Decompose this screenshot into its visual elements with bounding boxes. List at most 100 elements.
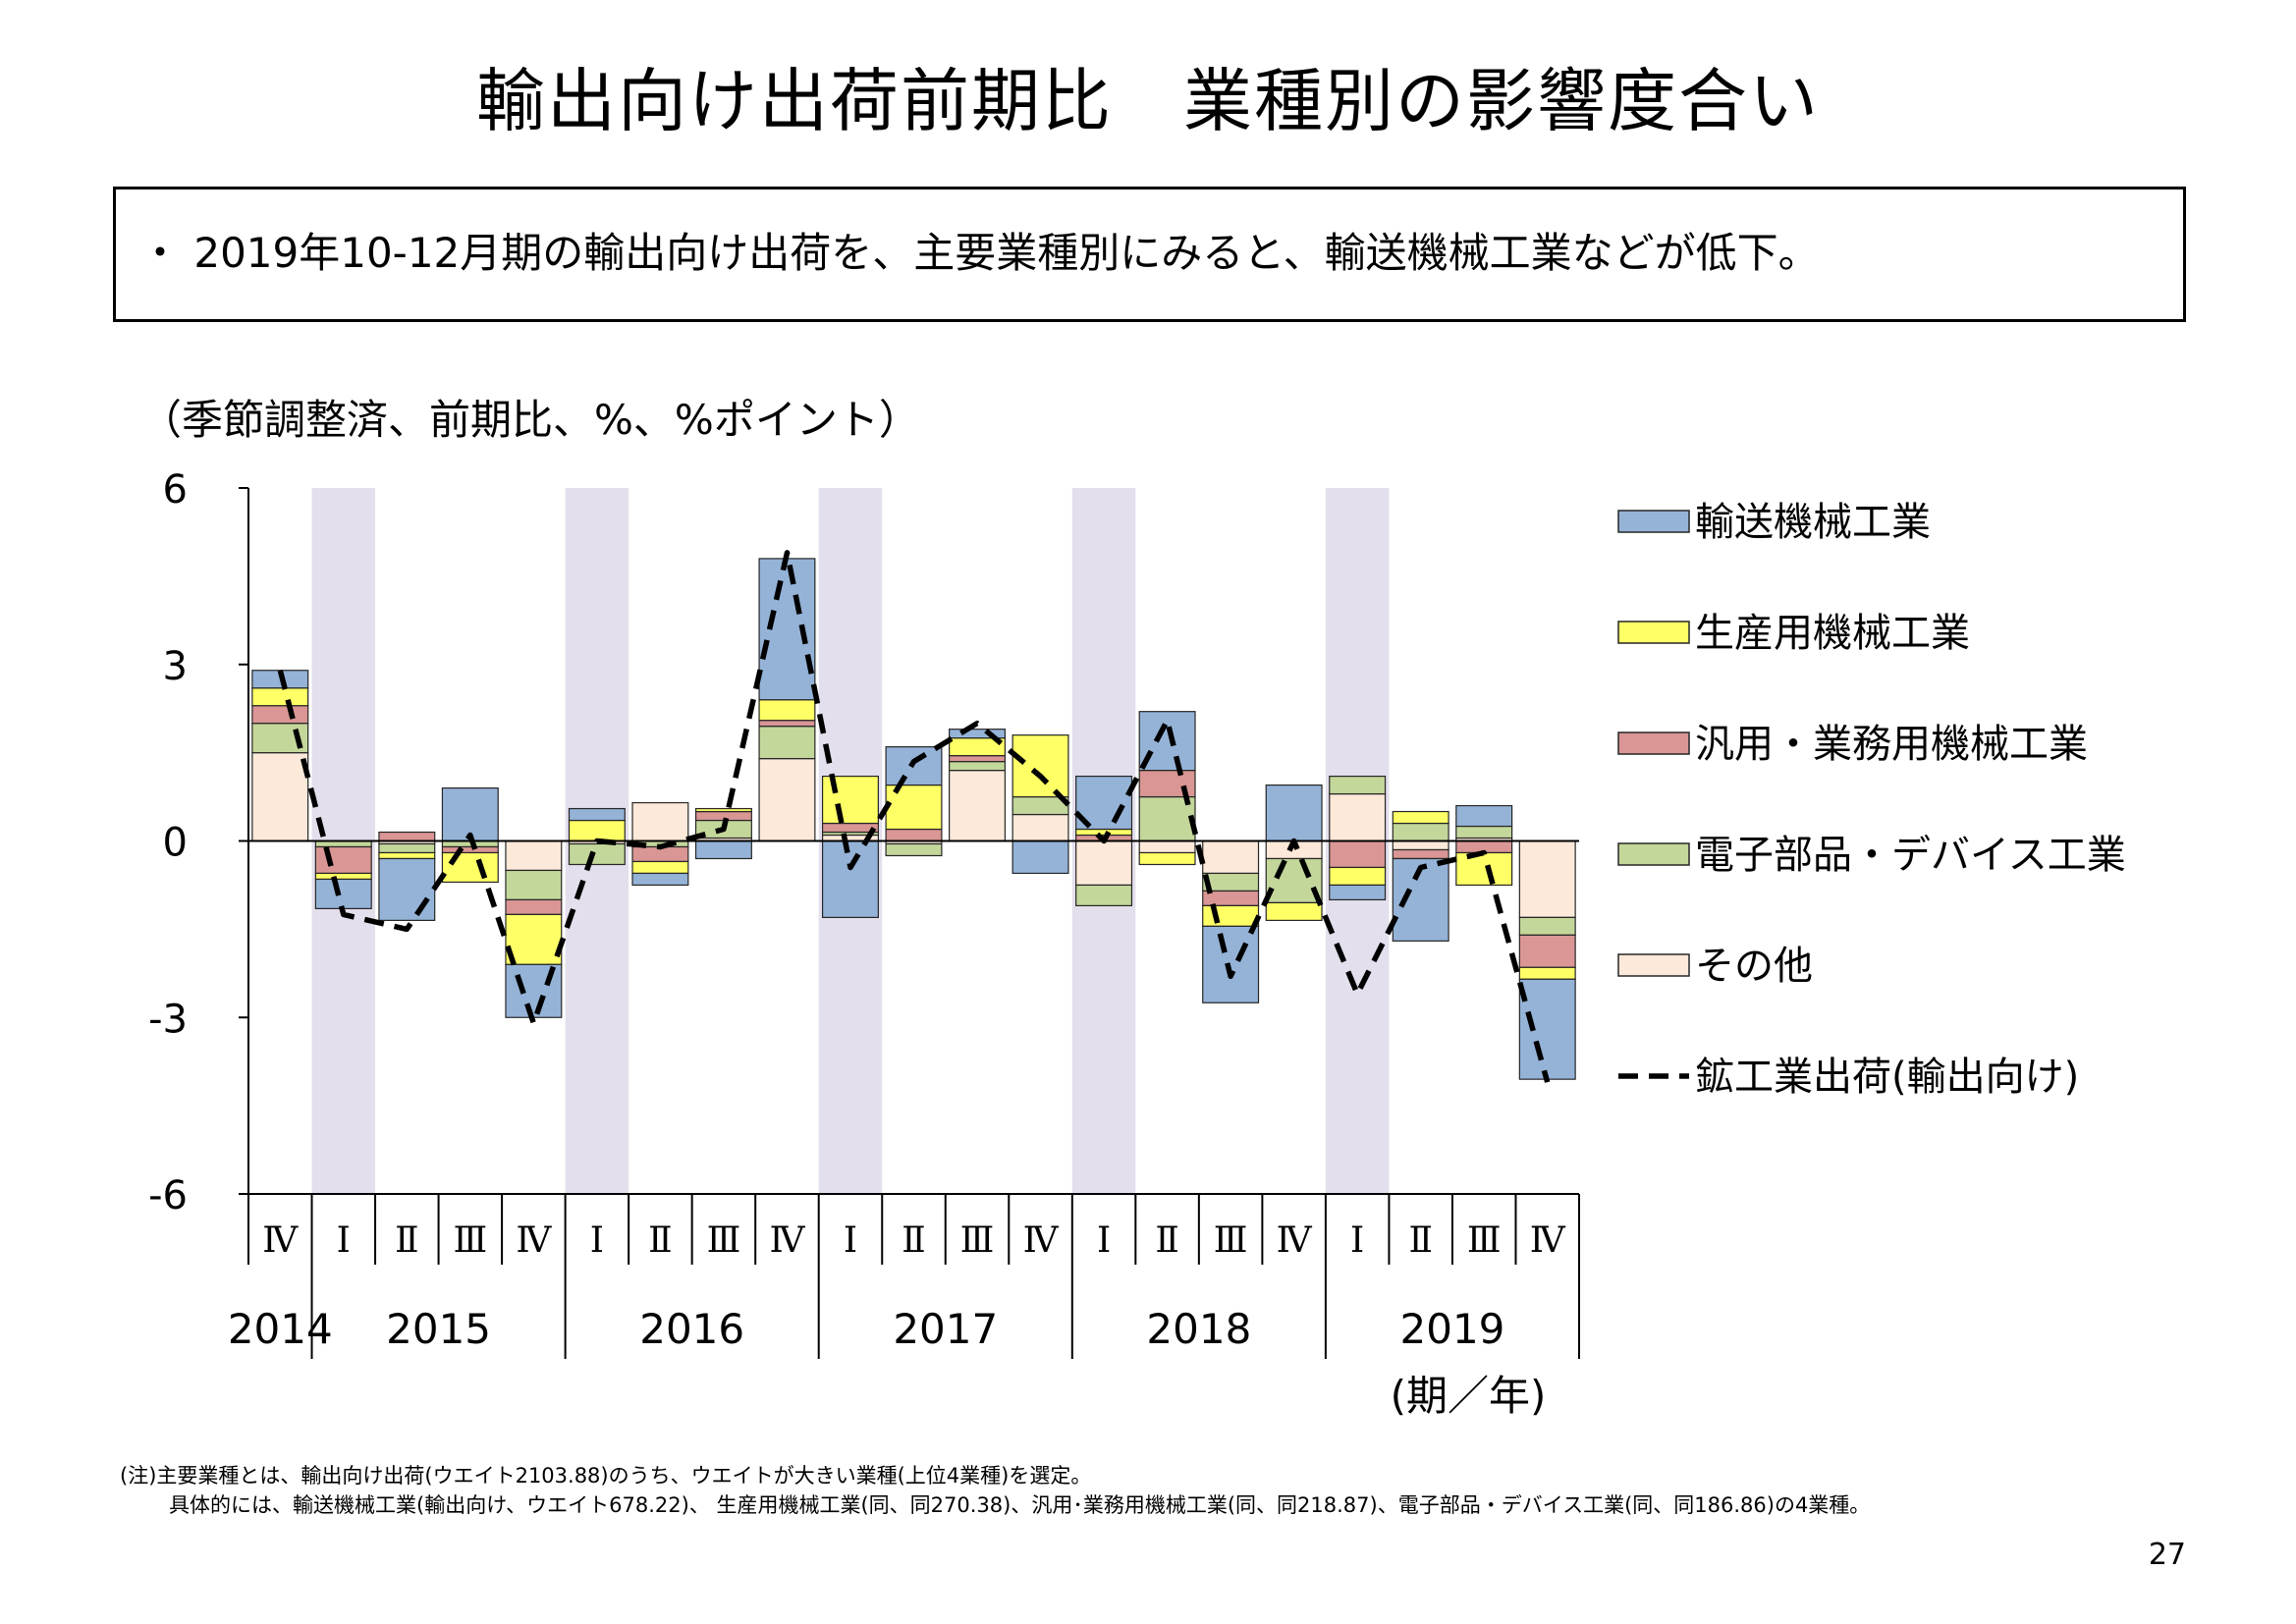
line-series-path [277,550,1551,1083]
bar-segment [1011,813,1069,842]
x-tick-label: Ⅰ [1097,1220,1111,1261]
bar-segment [378,842,436,854]
bar-segment [1011,839,1069,875]
bar-segment [1329,775,1387,795]
legend-swatch [1617,731,1690,755]
legend-swatch [1617,953,1690,977]
stacked-bars [251,558,1576,1080]
y-tick-label: -6 [148,1173,188,1218]
bar-segment [251,752,309,842]
y-tick-label: -3 [148,997,188,1042]
bar-segment [1518,916,1576,936]
bar-segment [1075,828,1133,837]
bar-segment [758,726,816,760]
bar-segment [821,839,879,918]
year-label: 2017 [893,1305,998,1353]
x-tick-label: Ⅰ [1350,1220,1364,1261]
x-tick-label: Ⅱ [395,1220,418,1261]
bar-segment [505,839,563,872]
bar-segment [758,758,816,842]
bar-segment [1329,866,1387,887]
bar-segment [1455,804,1513,828]
bar-segment [505,913,563,965]
bar-segment [1011,734,1069,798]
bar-segment [314,845,372,875]
year-label: 2014 [228,1305,333,1353]
bar-segment [1392,810,1449,825]
bar-segment [1455,825,1513,839]
summary-box: ・ 2019年10-12月期の輸出向け出荷を、主要業種別にみると、輸送機械工業な… [113,187,2186,322]
bar-segment [1518,966,1576,980]
bar-segment [378,851,436,860]
year-label: 2019 [1400,1305,1505,1353]
bar-segment [694,839,752,860]
x-unit-label: (期／年) [1391,1372,1547,1420]
page-title: 輸出向け出荷前期比 業種別の影響度合い [476,61,1820,141]
bar-segment [949,755,1007,763]
bar-segment [1329,792,1387,842]
bar-segment [1518,839,1576,918]
legend-label: その他 [1695,944,1813,989]
page-number: 27 [2148,1538,2186,1572]
year-label: 2015 [386,1305,491,1353]
x-tick-label: Ⅱ [1408,1220,1432,1261]
bar-segment [505,898,563,915]
legend-label: 輸送機械工業 [1695,500,1931,545]
x-tick-label: Ⅰ [337,1220,351,1261]
bar-segment [314,872,372,881]
bar-segment [1138,839,1196,854]
bar-segment [949,769,1007,842]
x-tick-label: Ⅳ [769,1220,805,1261]
bar-segment [378,857,436,921]
x-tick-label: Ⅲ [1467,1220,1502,1261]
x-tick-label: Ⅱ [648,1220,672,1261]
bar-segment [1075,839,1133,887]
bar-segment [505,869,563,901]
bar-segment [694,807,752,813]
bar-segment [758,699,816,722]
bar-segment [251,705,309,725]
x-tick-label: Ⅳ [262,1220,299,1261]
x-tick-label: Ⅰ [590,1220,604,1261]
x-tick-label: Ⅲ [960,1220,995,1261]
x-tick-label: Ⅳ [1530,1220,1566,1261]
legend-swatch [1617,842,1690,866]
x-tick-label: Ⅲ [1214,1220,1248,1261]
bar-segment [885,828,943,842]
bar-segment [568,807,626,822]
bar-segment [758,720,816,728]
bar-segment [378,831,436,842]
year-label: 2018 [1146,1305,1251,1353]
bar-segment [1202,839,1260,875]
footnote-1: (注)主要業種とは、輸出向け出荷(ウエイト2103.88)のうち、ウエイトが大き… [120,1464,1092,1488]
unit-label: （季節調整済、前期比、%、%ポイント） [140,396,920,444]
bar-segment [1518,934,1576,968]
x-tick-label: Ⅳ [1277,1220,1313,1261]
legend-label: 鉱工業出荷(輸出向け) [1695,1055,2079,1100]
bar-segment [441,845,499,854]
y-tick-label: 0 [163,821,188,866]
bar-segment [1329,884,1387,901]
x-tick-label: Ⅰ [844,1220,857,1261]
x-tick-label: Ⅱ [902,1220,925,1261]
bar-segment [949,761,1007,772]
y-tick-label: 6 [163,467,188,513]
bar-segment [885,784,943,831]
legend-label: 生産用機械工業 [1695,611,1970,656]
bar-segment [631,872,689,887]
footnote-2: 具体的には、輸送機械工業(輸出向け、ウエイト678.22)、 生産用機械工業(同… [169,1493,1871,1517]
legend: 輸送機械工業生産用機械工業汎用・業務用機械工業電子部品・デバイス工業その他鉱工業… [1617,500,2126,1100]
bar-segment [1265,784,1323,842]
legend-swatch [1617,510,1690,533]
bar-segment [631,860,689,875]
bar-segment [1075,884,1133,907]
bar-segment [568,819,626,842]
bar-segment [1138,851,1196,866]
bar-segment [1202,925,1260,1003]
line-series [277,550,1551,1083]
x-tick-label: Ⅲ [453,1220,487,1261]
legend-label: 電子部品・デバイス工業 [1695,833,2126,878]
bar-segment [1392,839,1449,851]
bar-segment [758,558,816,701]
